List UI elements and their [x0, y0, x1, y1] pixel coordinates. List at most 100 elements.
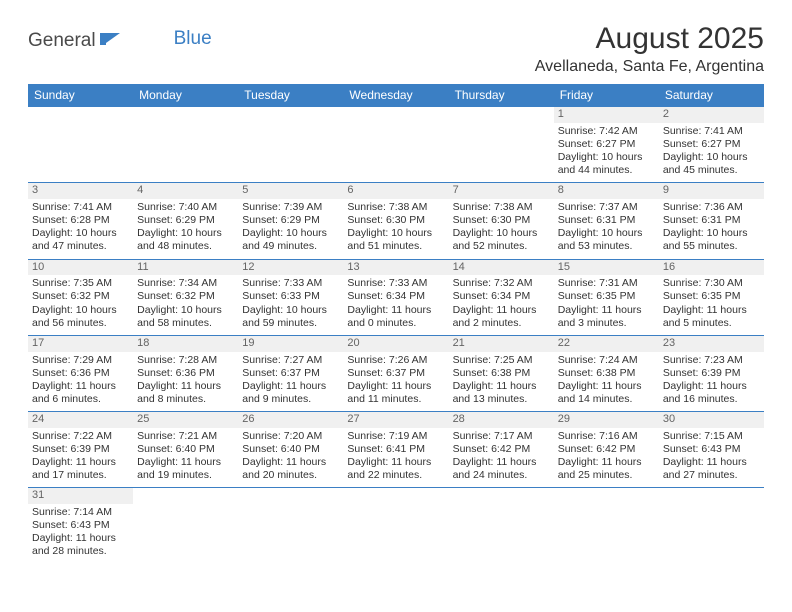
daylight-text: Daylight: 10 hours and 45 minutes.: [663, 151, 760, 177]
day-number-cell: 6: [343, 183, 448, 199]
week-daynum-row: 24252627282930: [28, 412, 764, 428]
sunset-text: Sunset: 6:29 PM: [242, 214, 339, 227]
month-title: August 2025: [535, 22, 764, 56]
sunrise-text: Sunrise: 7:37 AM: [558, 201, 655, 214]
day-header: Monday: [133, 84, 238, 107]
sunrise-text: Sunrise: 7:17 AM: [453, 430, 550, 443]
sunset-text: Sunset: 6:27 PM: [663, 138, 760, 151]
sunrise-text: Sunrise: 7:34 AM: [137, 277, 234, 290]
daylight-text: Daylight: 10 hours and 59 minutes.: [242, 304, 339, 330]
day-content-cell: Sunrise: 7:25 AMSunset: 6:38 PMDaylight:…: [449, 352, 554, 412]
day-content-cell: Sunrise: 7:14 AMSunset: 6:43 PMDaylight:…: [28, 504, 133, 564]
day-content-cell: [238, 123, 343, 183]
day-content-cell: Sunrise: 7:42 AMSunset: 6:27 PMDaylight:…: [554, 123, 659, 183]
sunset-text: Sunset: 6:37 PM: [347, 367, 444, 380]
sunset-text: Sunset: 6:36 PM: [32, 367, 129, 380]
day-number-cell: 19: [238, 335, 343, 351]
sunrise-text: Sunrise: 7:29 AM: [32, 354, 129, 367]
day-number-cell: 29: [554, 412, 659, 428]
day-content-cell: Sunrise: 7:19 AMSunset: 6:41 PMDaylight:…: [343, 428, 448, 488]
day-number-cell: 12: [238, 259, 343, 275]
day-number-cell: 30: [659, 412, 764, 428]
day-content-cell: Sunrise: 7:39 AMSunset: 6:29 PMDaylight:…: [238, 199, 343, 259]
day-number-cell: 16: [659, 259, 764, 275]
sunset-text: Sunset: 6:34 PM: [347, 290, 444, 303]
sunrise-text: Sunrise: 7:36 AM: [663, 201, 760, 214]
day-content-cell: Sunrise: 7:26 AMSunset: 6:37 PMDaylight:…: [343, 352, 448, 412]
day-number-cell: 25: [133, 412, 238, 428]
sunrise-text: Sunrise: 7:14 AM: [32, 506, 129, 519]
daylight-text: Daylight: 11 hours and 17 minutes.: [32, 456, 129, 482]
day-content-cell: Sunrise: 7:29 AMSunset: 6:36 PMDaylight:…: [28, 352, 133, 412]
day-header: Wednesday: [343, 84, 448, 107]
week-content-row: Sunrise: 7:42 AMSunset: 6:27 PMDaylight:…: [28, 123, 764, 183]
day-number-cell: 31: [28, 488, 133, 504]
sunrise-text: Sunrise: 7:41 AM: [32, 201, 129, 214]
sunrise-text: Sunrise: 7:22 AM: [32, 430, 129, 443]
daylight-text: Daylight: 10 hours and 56 minutes.: [32, 304, 129, 330]
day-number-cell: 23: [659, 335, 764, 351]
sunrise-text: Sunrise: 7:40 AM: [137, 201, 234, 214]
day-content-cell: [343, 504, 448, 564]
day-content-cell: [133, 504, 238, 564]
daylight-text: Daylight: 11 hours and 19 minutes.: [137, 456, 234, 482]
day-content-cell: Sunrise: 7:38 AMSunset: 6:30 PMDaylight:…: [449, 199, 554, 259]
day-number-cell: [133, 488, 238, 504]
sunrise-text: Sunrise: 7:30 AM: [663, 277, 760, 290]
day-content-cell: Sunrise: 7:40 AMSunset: 6:29 PMDaylight:…: [133, 199, 238, 259]
day-number-cell: 24: [28, 412, 133, 428]
sunrise-text: Sunrise: 7:33 AM: [242, 277, 339, 290]
daylight-text: Daylight: 11 hours and 2 minutes.: [453, 304, 550, 330]
week-content-row: Sunrise: 7:14 AMSunset: 6:43 PMDaylight:…: [28, 504, 764, 564]
day-content-cell: Sunrise: 7:30 AMSunset: 6:35 PMDaylight:…: [659, 275, 764, 335]
daylight-text: Daylight: 11 hours and 24 minutes.: [453, 456, 550, 482]
day-header: Tuesday: [238, 84, 343, 107]
day-content-cell: Sunrise: 7:16 AMSunset: 6:42 PMDaylight:…: [554, 428, 659, 488]
day-content-cell: Sunrise: 7:20 AMSunset: 6:40 PMDaylight:…: [238, 428, 343, 488]
day-number-cell: 8: [554, 183, 659, 199]
sunrise-text: Sunrise: 7:33 AM: [347, 277, 444, 290]
sunset-text: Sunset: 6:35 PM: [663, 290, 760, 303]
daylight-text: Daylight: 11 hours and 3 minutes.: [558, 304, 655, 330]
sunset-text: Sunset: 6:30 PM: [347, 214, 444, 227]
sunset-text: Sunset: 6:39 PM: [32, 443, 129, 456]
daylight-text: Daylight: 11 hours and 16 minutes.: [663, 380, 760, 406]
daylight-text: Daylight: 10 hours and 52 minutes.: [453, 227, 550, 253]
day-content-cell: [28, 123, 133, 183]
daylight-text: Daylight: 11 hours and 9 minutes.: [242, 380, 339, 406]
day-content-cell: Sunrise: 7:38 AMSunset: 6:30 PMDaylight:…: [343, 199, 448, 259]
day-content-cell: Sunrise: 7:41 AMSunset: 6:28 PMDaylight:…: [28, 199, 133, 259]
sunset-text: Sunset: 6:37 PM: [242, 367, 339, 380]
day-content-cell: Sunrise: 7:32 AMSunset: 6:34 PMDaylight:…: [449, 275, 554, 335]
day-content-cell: Sunrise: 7:21 AMSunset: 6:40 PMDaylight:…: [133, 428, 238, 488]
day-content-cell: Sunrise: 7:33 AMSunset: 6:33 PMDaylight:…: [238, 275, 343, 335]
daylight-text: Daylight: 11 hours and 6 minutes.: [32, 380, 129, 406]
day-content-cell: Sunrise: 7:33 AMSunset: 6:34 PMDaylight:…: [343, 275, 448, 335]
daylight-text: Daylight: 11 hours and 13 minutes.: [453, 380, 550, 406]
sunrise-text: Sunrise: 7:32 AM: [453, 277, 550, 290]
daylight-text: Daylight: 10 hours and 58 minutes.: [137, 304, 234, 330]
day-content-cell: Sunrise: 7:22 AMSunset: 6:39 PMDaylight:…: [28, 428, 133, 488]
sunset-text: Sunset: 6:34 PM: [453, 290, 550, 303]
sunset-text: Sunset: 6:27 PM: [558, 138, 655, 151]
sunrise-text: Sunrise: 7:31 AM: [558, 277, 655, 290]
day-number-cell: 5: [238, 183, 343, 199]
daylight-text: Daylight: 10 hours and 55 minutes.: [663, 227, 760, 253]
daylight-text: Daylight: 10 hours and 47 minutes.: [32, 227, 129, 253]
day-number-cell: 7: [449, 183, 554, 199]
day-content-cell: Sunrise: 7:24 AMSunset: 6:38 PMDaylight:…: [554, 352, 659, 412]
day-content-cell: [449, 504, 554, 564]
daylight-text: Daylight: 11 hours and 20 minutes.: [242, 456, 339, 482]
day-number-cell: 2: [659, 107, 764, 123]
sunset-text: Sunset: 6:38 PM: [453, 367, 550, 380]
day-number-cell: 21: [449, 335, 554, 351]
sunrise-text: Sunrise: 7:35 AM: [32, 277, 129, 290]
day-number-cell: [659, 488, 764, 504]
sunrise-text: Sunrise: 7:26 AM: [347, 354, 444, 367]
day-content-cell: Sunrise: 7:27 AMSunset: 6:37 PMDaylight:…: [238, 352, 343, 412]
day-content-cell: Sunrise: 7:37 AMSunset: 6:31 PMDaylight:…: [554, 199, 659, 259]
daylight-text: Daylight: 11 hours and 11 minutes.: [347, 380, 444, 406]
day-number-cell: 9: [659, 183, 764, 199]
sunrise-text: Sunrise: 7:39 AM: [242, 201, 339, 214]
day-content-cell: Sunrise: 7:41 AMSunset: 6:27 PMDaylight:…: [659, 123, 764, 183]
